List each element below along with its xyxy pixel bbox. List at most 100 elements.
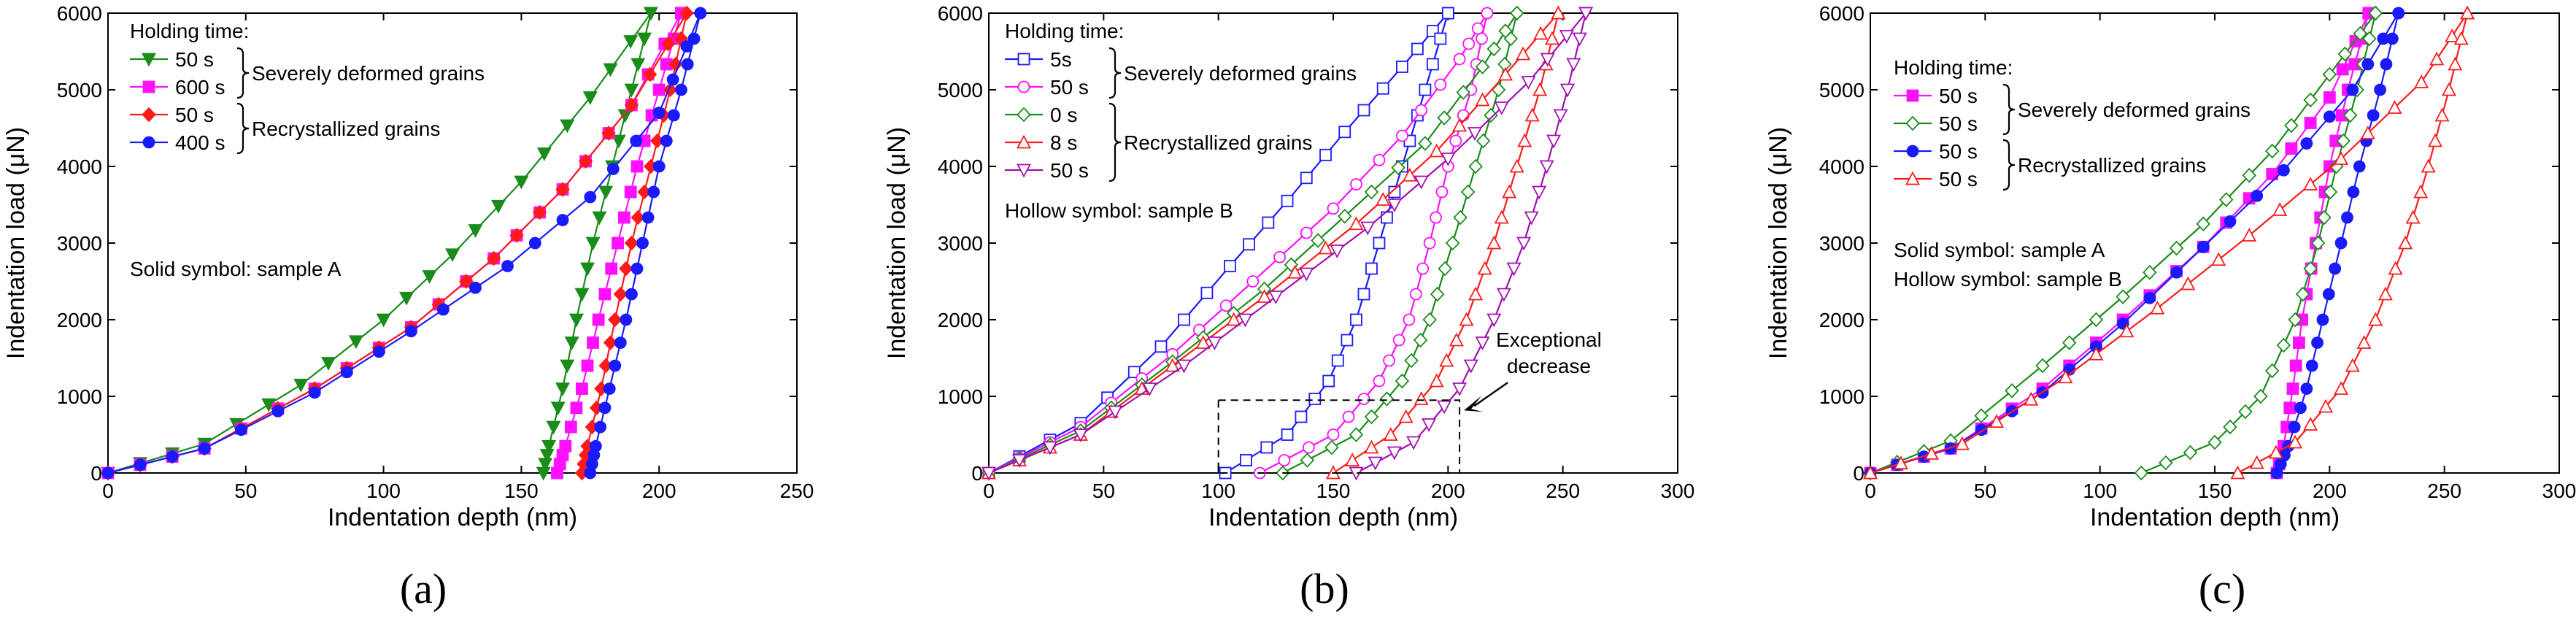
data-point xyxy=(2388,261,2403,275)
series-line-unloading xyxy=(581,12,688,474)
data-point xyxy=(2300,382,2313,395)
data-point xyxy=(1207,336,1222,350)
data-point xyxy=(1452,382,1468,396)
data-point xyxy=(2224,215,2237,228)
data-point xyxy=(630,209,645,226)
legend-swatch-marker xyxy=(142,80,155,93)
data-point xyxy=(1430,211,1442,224)
data-point xyxy=(1491,82,1506,98)
data-point xyxy=(1494,101,1509,115)
data-point xyxy=(1546,134,1562,149)
x-tick-label: 150 xyxy=(504,480,539,502)
legend-swatch-marker xyxy=(142,53,156,67)
data-point xyxy=(560,359,575,374)
data-point xyxy=(550,401,566,416)
data-point xyxy=(2453,31,2469,45)
data-point xyxy=(1503,31,1519,47)
annotation-box xyxy=(1217,399,1461,474)
x-tick-label: 250 xyxy=(780,480,814,502)
data-point xyxy=(1463,359,1478,374)
legend-swatch-marker xyxy=(142,107,156,123)
data-point xyxy=(532,204,547,220)
series-line-loading xyxy=(988,12,1449,474)
data-point xyxy=(468,224,483,238)
data-point xyxy=(1475,336,1490,350)
data-point xyxy=(624,235,639,251)
data-point xyxy=(570,401,583,415)
data-point xyxy=(1154,340,1168,353)
group-brace xyxy=(236,47,250,99)
data-point xyxy=(982,466,996,481)
data-point xyxy=(2421,158,2436,173)
data-point xyxy=(2318,399,2334,413)
data-point xyxy=(1350,313,1362,326)
legend-swatch-marker xyxy=(1017,107,1031,123)
data-point xyxy=(546,420,561,435)
data-point xyxy=(1300,453,1315,468)
annotation-arrow-shaft xyxy=(1473,382,1508,407)
series-line-unloading xyxy=(2275,12,2399,474)
data-point xyxy=(2305,359,2318,372)
data-point xyxy=(1893,455,1908,470)
data-point xyxy=(1524,107,1540,122)
data-point xyxy=(2336,63,2349,76)
data-point xyxy=(1441,153,1456,166)
data-point xyxy=(1376,82,1389,95)
data-point xyxy=(1486,41,1502,57)
data-point xyxy=(1042,441,1057,455)
data-point xyxy=(1544,31,1559,45)
data-point xyxy=(1345,453,1360,466)
data-point xyxy=(1368,456,1383,471)
data-point xyxy=(2249,455,2264,469)
data-point xyxy=(584,191,597,204)
data-point xyxy=(564,420,577,434)
data-point xyxy=(1426,58,1439,71)
data-point xyxy=(1257,289,1272,303)
data-point xyxy=(1540,53,1555,67)
data-point xyxy=(598,401,612,415)
data-point xyxy=(2276,337,2291,353)
data-point xyxy=(2058,369,2073,384)
legend-swatch-marker xyxy=(1017,134,1031,149)
data-point xyxy=(1468,286,1484,301)
x-tick-label: 0 xyxy=(983,480,995,502)
data-point xyxy=(2251,189,2264,202)
data-point xyxy=(1287,264,1303,279)
data-point xyxy=(592,211,607,226)
data-point xyxy=(101,466,115,480)
legend-swatch-marker xyxy=(1905,171,1920,185)
data-point xyxy=(1475,92,1490,107)
data-point xyxy=(2303,417,2318,431)
data-point xyxy=(1392,334,1405,347)
x-tick-label: 300 xyxy=(1661,480,1695,502)
data-point xyxy=(1373,236,1386,250)
data-point xyxy=(1445,235,1460,251)
data-point xyxy=(636,236,649,250)
data-point xyxy=(1413,332,1428,348)
data-point xyxy=(2323,110,2336,123)
data-point xyxy=(2183,445,2198,461)
data-point xyxy=(1502,184,1517,199)
data-point xyxy=(1863,465,1878,480)
data-point xyxy=(2134,465,2149,481)
data-point xyxy=(1327,202,1340,215)
data-point xyxy=(1517,133,1532,147)
data-point xyxy=(2288,434,2303,449)
data-point xyxy=(675,83,687,96)
data-point xyxy=(1423,236,1436,250)
y-tick-label: 1000 xyxy=(938,385,983,408)
data-point xyxy=(1481,7,1494,20)
data-point xyxy=(166,450,179,463)
data-point xyxy=(536,147,552,161)
y-tick-label: 4000 xyxy=(938,155,983,178)
data-point xyxy=(2288,312,2302,328)
data-point xyxy=(2337,46,2353,62)
data-point xyxy=(2270,466,2283,480)
data-point xyxy=(1281,428,1294,441)
data-point xyxy=(2392,7,2405,20)
data-point xyxy=(584,466,597,480)
data-point xyxy=(1396,61,1408,73)
x-tick-label: 100 xyxy=(366,480,401,502)
data-point xyxy=(1373,153,1386,166)
data-point xyxy=(2334,236,2348,250)
